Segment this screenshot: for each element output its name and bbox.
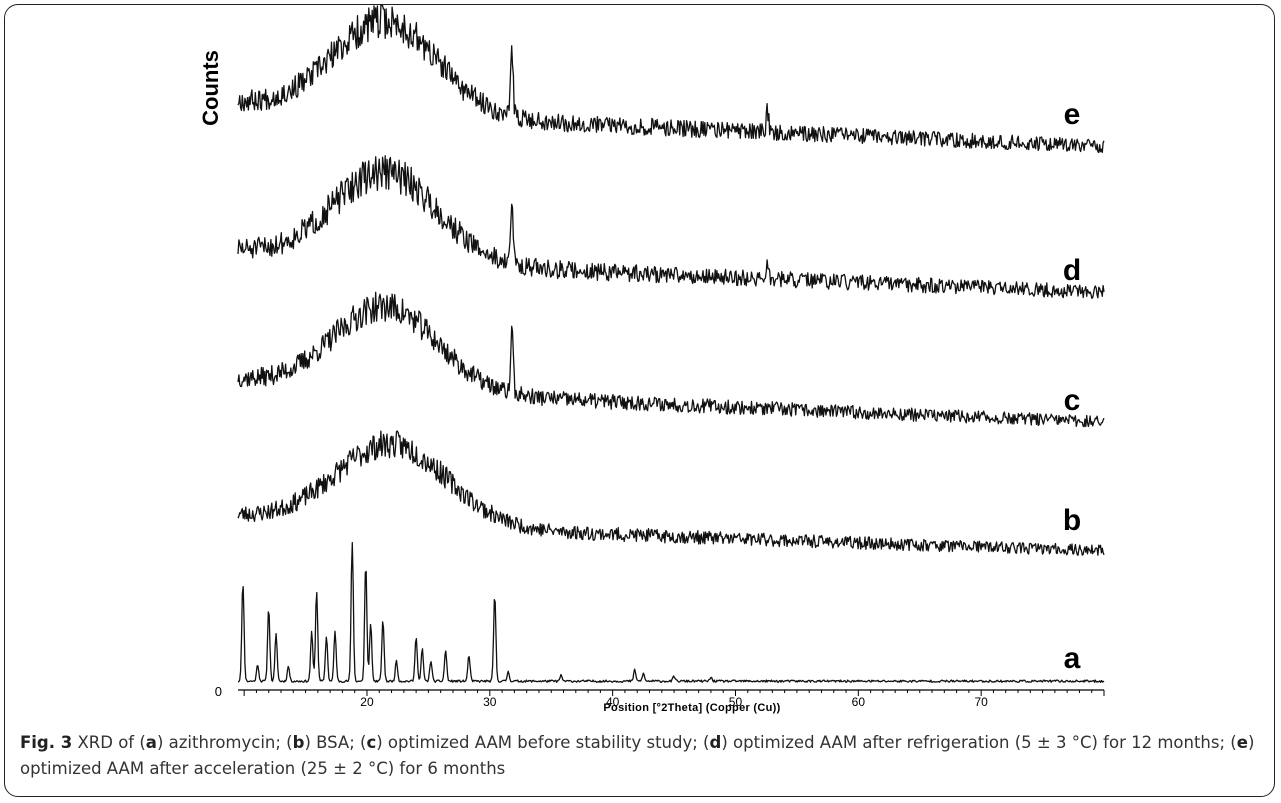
series-trace-d (237, 155, 1105, 299)
x-tick-label: 30 (483, 695, 497, 709)
x-axis-label: Position [°2Theta] (Copper (Cu)) (603, 702, 780, 714)
figure-frame (4, 4, 1275, 797)
caption-panel-letter: c (366, 733, 377, 752)
series-label-e: e (1064, 98, 1081, 131)
series-trace-e (237, 4, 1105, 154)
x-tick-label: 60 (852, 695, 866, 709)
caption-panel-letter: b (292, 733, 305, 752)
caption-text-segment: ) optimized AAM before stability study; … (376, 733, 710, 752)
caption-text-segment: ) optimized AAM after acceleration (25 ±… (20, 733, 1255, 778)
caption-text: XRD of (a) azithromycin; (b) BSA; (c) op… (20, 733, 1254, 778)
x-tick-label: 20 (360, 695, 374, 709)
series-trace-a (237, 541, 1105, 683)
caption-panel-letter: d (709, 733, 722, 752)
series-label-b: b (1063, 504, 1081, 537)
y-tick-label: 0 (215, 684, 222, 699)
caption-text-segment: ) azithromycin; ( (156, 733, 293, 752)
series-label-d: d (1063, 254, 1081, 287)
x-tick-label: 50 (729, 695, 743, 709)
x-minor-tick-group (243, 690, 1105, 696)
series-trace-c (237, 291, 1105, 428)
series-label-group: a b c d e (1063, 98, 1081, 675)
caption-text-segment: XRD of ( (72, 733, 146, 752)
x-tick-label-group: 20 30 40 50 60 70 (360, 695, 988, 709)
series-label-c: c (1064, 384, 1081, 417)
x-tick-label: 70 (974, 695, 988, 709)
caption-text-segment: ) BSA; ( (304, 733, 367, 752)
caption-panel-letter: e (1236, 733, 1248, 752)
series-trace-b (237, 430, 1105, 556)
x-tick-label: 40 (606, 695, 620, 709)
trace-group (237, 4, 1105, 683)
caption-text-segment: ) optimized AAM after refrigeration (5 ±… (721, 733, 1237, 752)
caption-label: Fig. 3 (20, 733, 73, 752)
figure-caption: Fig. 3 XRD of (a) azithromycin; (b) BSA;… (20, 730, 1265, 782)
caption-panel-letter: a (145, 733, 157, 752)
y-axis-label: Counts (198, 50, 223, 126)
series-label-a: a (1064, 642, 1081, 675)
xrd-chart: a b c d e 20 30 40 50 60 70 0 Counts Position [°2… (198, 4, 1105, 714)
